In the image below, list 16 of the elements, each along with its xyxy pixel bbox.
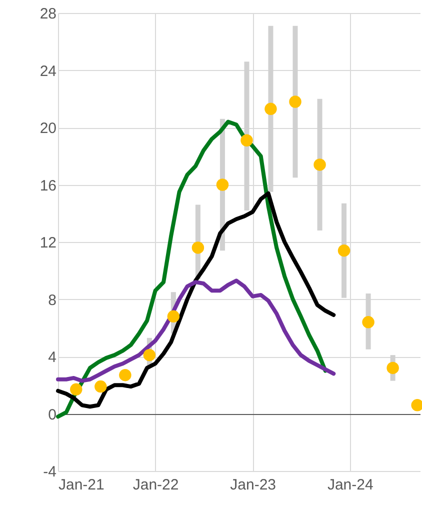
y-tick-label: 24 (40, 62, 56, 80)
x-tick-label: Jan-22 (132, 476, 179, 494)
y-tick-label: 28 (40, 6, 56, 22)
x-tick-label: Jan-24 (327, 476, 374, 494)
x-tick-label: Jan-21 (58, 476, 104, 494)
line-series (56, 120, 328, 419)
y-tick-label: -4 (43, 464, 56, 480)
line-series (56, 278, 336, 383)
x-tick-label: Jan-23 (230, 476, 276, 494)
line-series (56, 191, 336, 409)
y-tick-label: 4 (48, 349, 56, 366)
y-tick-label: 8 (48, 292, 56, 309)
y-tick-label: 0 (48, 406, 56, 424)
y-tick-label: 12 (40, 234, 56, 252)
y-tick-label: 16 (40, 177, 56, 194)
y-tick-label: 20 (40, 120, 56, 137)
